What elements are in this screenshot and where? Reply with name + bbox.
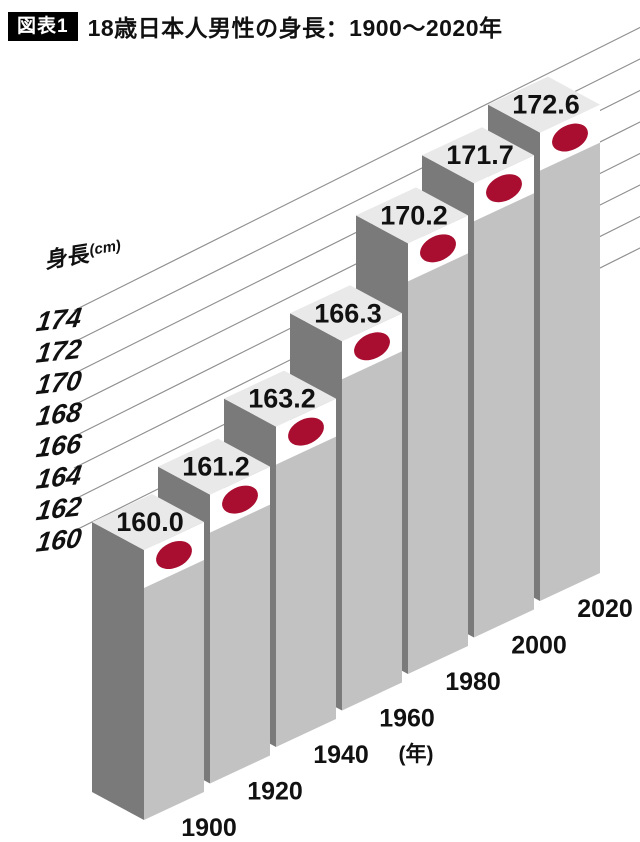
x-unit-label: (年)	[399, 742, 434, 766]
bar-top-face	[422, 127, 534, 184]
year-label-1920: 1920	[247, 778, 303, 806]
japan-flag-dot	[222, 485, 258, 514]
bar-value-label: 161.2	[182, 452, 250, 482]
bar-front-face	[540, 104, 600, 601]
tick-label-166: 166	[34, 427, 84, 463]
tick-label-164: 164	[34, 459, 83, 495]
bar-front-face	[474, 155, 534, 638]
bar-1900: 160.0 1900	[92, 494, 237, 842]
tick-label-168: 168	[34, 396, 84, 432]
year-label-2000: 2000	[511, 632, 567, 660]
bar-top-face	[488, 76, 600, 133]
bar-top-face	[158, 438, 270, 495]
page-title: 18歳日本人男性の身長：1900〜2020年	[87, 15, 503, 41]
year-label-2020: 2020	[577, 595, 633, 623]
bar-value-label: 163.2	[248, 384, 316, 414]
tick-label-162: 162	[34, 490, 83, 526]
japan-flag-dot	[354, 332, 390, 361]
tick-label-172: 172	[34, 333, 83, 369]
year-label-1940: 1940	[313, 741, 369, 769]
bar-value-label: 171.7	[446, 140, 514, 170]
bar-front-face	[276, 398, 336, 747]
y-axis-label: 身長(cm)	[46, 236, 121, 273]
bar-top-face	[290, 285, 402, 342]
japan-flag-dot	[288, 417, 324, 446]
bar-top-face	[92, 494, 204, 550]
tick-label-160: 160	[34, 522, 83, 558]
bar-top-face	[224, 370, 336, 427]
japan-flag-dot	[552, 123, 588, 152]
tick-label-174: 174	[34, 301, 83, 337]
figure-badge: 図表1	[8, 11, 78, 41]
gridline-174	[73, 26, 640, 312]
bar-side-face	[92, 522, 144, 820]
bar-value-label: 166.3	[314, 298, 382, 328]
bar-front-face	[342, 313, 402, 711]
tick-label-170: 170	[34, 364, 83, 400]
bar-front-face	[144, 522, 204, 820]
japan-flag-dot	[486, 174, 522, 203]
year-label-1900: 1900	[181, 814, 237, 842]
bars: 172.6 2020 171.7 2000 170.2 1980 166.3 1960 163.…	[92, 76, 633, 842]
figure-header: 図表1 18歳日本人男性の身長：1900〜2020年	[8, 9, 503, 43]
japan-flag-dot	[420, 234, 456, 263]
bar-front-face	[210, 466, 270, 784]
bar-front-face	[408, 215, 468, 674]
bar-value-label: 160.0	[116, 507, 184, 537]
bar-value-label: 172.6	[512, 90, 580, 120]
year-label-1960: 1960	[379, 705, 435, 733]
japan-flag-dot	[156, 541, 192, 569]
bar-value-label: 170.2	[380, 200, 448, 230]
bar-top-face	[356, 187, 468, 244]
year-label-1980: 1980	[445, 668, 501, 696]
